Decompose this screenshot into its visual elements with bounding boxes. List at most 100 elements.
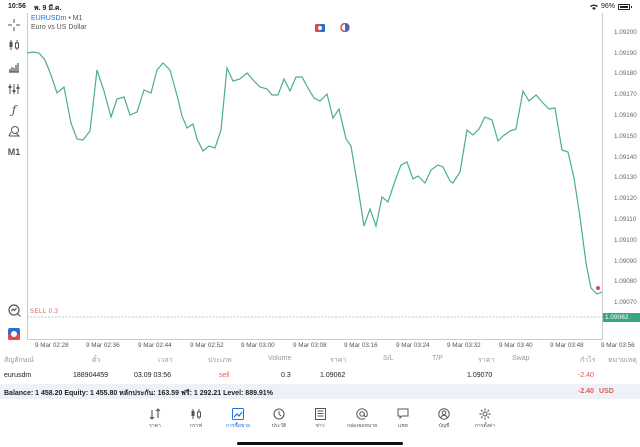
time-tick: 9 Mar 03:56 <box>601 342 635 349</box>
objects-icon <box>8 126 20 137</box>
cell-ticket: 188904459 <box>73 372 109 379</box>
candlestick-icon <box>9 40 19 50</box>
objects-button[interactable] <box>4 123 24 139</box>
account-summary: Balance: 1 458.20 Equity: 1 455.80 หลักป… <box>0 384 640 399</box>
home-indicator[interactable] <box>237 442 403 445</box>
battery-percent: 96% <box>600 3 615 10</box>
tab-history[interactable]: ประวัติ <box>259 407 299 431</box>
cell-open-price: 1.09062 <box>320 372 346 379</box>
positions-table: สัญลักษณ์ ตั๋ว เวลา ประเภท Volume ราคา S… <box>0 351 640 385</box>
time-tick: 9 Mar 03:40 <box>499 342 533 349</box>
sell-order-marker <box>596 286 600 290</box>
time-tick: 9 Mar 02:36 <box>86 342 120 349</box>
sell-order-label[interactable]: SELL 0.3 <box>30 309 59 315</box>
tab-mailbox[interactable]: กล่องจดหมาย <box>342 407 382 431</box>
cell-price: 1.09070 <box>467 372 493 379</box>
timeframe-button[interactable]: M1 <box>7 147 21 157</box>
tab-quotes[interactable]: ราคา <box>135 407 175 431</box>
price-tick: 1.09150 <box>614 133 637 140</box>
time-tick: 9 Mar 03:24 <box>396 342 430 349</box>
price-line-series <box>27 51 603 318</box>
price-tick: 1.09130 <box>614 174 637 181</box>
price-tick: 1.09200 <box>614 29 637 36</box>
price-tick: 1.09110 <box>614 216 637 223</box>
table-row[interactable]: eurusdm 188904459 03.09 03:56 sell 0.3 1… <box>0 368 640 385</box>
indicators-icon <box>9 63 19 73</box>
one-click-panel-icon <box>315 24 325 32</box>
history-clock-icon <box>273 408 285 420</box>
candlestick-icon <box>191 409 201 419</box>
tab-news[interactable]: ข่าว <box>300 407 340 431</box>
tab-chat[interactable]: แชท <box>383 407 423 431</box>
total-profit: -2.40 <box>578 388 594 395</box>
time-tick: 9 Mar 03:00 <box>241 342 275 349</box>
price-tick: 1.09160 <box>614 112 637 119</box>
status-right: 96% <box>589 3 632 10</box>
col-profit: กำไร <box>580 357 596 364</box>
one-click-trading-button[interactable] <box>4 326 24 342</box>
chart-plot-area <box>27 13 603 340</box>
price-tick: 1.09090 <box>614 258 637 265</box>
trade-chart-icon <box>232 408 244 420</box>
status-bar: 10:56 พ. 9 มี.ค. 96% <box>0 0 640 13</box>
depth-of-market-button[interactable] <box>340 19 350 33</box>
price-tick: 1.09190 <box>614 50 637 57</box>
sell-buy-panel-button[interactable] <box>315 19 325 32</box>
col-open-price: ราคา <box>330 357 347 364</box>
cell-symbol: eurusdm <box>4 372 32 379</box>
price-tick: 1.09120 <box>614 195 637 202</box>
cell-profit: -2.40 <box>578 372 594 379</box>
time-tick: 9 Mar 03:48 <box>550 342 584 349</box>
current-price-tag: 1.09062 <box>603 313 640 322</box>
table-header: สัญลักษณ์ ตั๋ว เวลา ประเภท Volume ราคา S… <box>0 351 640 368</box>
gear-icon <box>479 408 491 420</box>
time-tick: 9 Mar 02:52 <box>190 342 224 349</box>
symbol-description: Euro vs US Dollar <box>31 24 87 31</box>
indicators-button[interactable] <box>4 59 24 75</box>
chat-bubble-icon <box>397 408 409 420</box>
price-chart[interactable]: EURUSDm • M1 Euro vs US Dollar SELL 0.3 … <box>27 13 640 349</box>
col-price: ราคา <box>478 357 495 364</box>
price-tick: 1.09070 <box>614 299 637 306</box>
price-tick: 1.09170 <box>614 91 637 98</box>
tab-accounts[interactable]: บัญชี <box>424 407 464 431</box>
tab-trade[interactable]: การซื้อขาย <box>218 407 258 431</box>
dom-icon <box>340 22 350 33</box>
tab-chart[interactable]: กราฟ <box>176 407 216 431</box>
news-icon <box>314 408 326 420</box>
time-tick: 9 Mar 02:28 <box>35 342 69 349</box>
function-icon[interactable]: ƒ <box>11 103 17 117</box>
one-click-trading-icon <box>8 328 20 340</box>
crosshair-icon <box>8 19 20 31</box>
timeframe-sep: • <box>68 15 71 22</box>
col-time: เวลา <box>158 357 173 364</box>
col-sl: S/L <box>383 355 394 362</box>
battery-icon <box>618 3 632 10</box>
col-volume: Volume <box>268 355 292 362</box>
chart-settings-button[interactable] <box>4 81 24 97</box>
price-tick: 1.09180 <box>614 70 637 77</box>
time-tick: 9 Mar 03:16 <box>344 342 378 349</box>
total-currency: USD <box>599 388 614 395</box>
time-tick: 9 Mar 02:44 <box>138 342 172 349</box>
timeframe-label: M1 <box>72 15 83 22</box>
chart-type-button[interactable] <box>4 37 24 53</box>
col-comment: หมายเหตุ <box>608 357 637 364</box>
chart-symbol[interactable]: EURUSDm • M1 <box>31 15 82 22</box>
time-tick: 9 Mar 03:08 <box>293 342 327 349</box>
chart-toolbar: ƒ M1 <box>0 13 27 348</box>
crosshair-button[interactable] <box>4 17 24 33</box>
quotes-arrows-icon <box>149 408 161 420</box>
cell-volume: 0.3 <box>281 372 291 379</box>
col-swap: Swap <box>512 355 530 362</box>
chart-search-button[interactable] <box>4 302 24 318</box>
price-tick: 1.09140 <box>614 154 637 161</box>
price-tick: 1.09100 <box>614 237 637 244</box>
symbol-name: EURUSDm <box>31 15 67 22</box>
col-tp: T/P <box>432 355 443 362</box>
tab-settings[interactable]: การตั้งค่า <box>465 407 505 431</box>
date: พ. 9 มี.ค. <box>34 5 62 12</box>
col-symbol: สัญลักษณ์ <box>4 357 34 364</box>
cell-type: sell <box>219 372 230 379</box>
at-sign-icon <box>356 408 368 420</box>
